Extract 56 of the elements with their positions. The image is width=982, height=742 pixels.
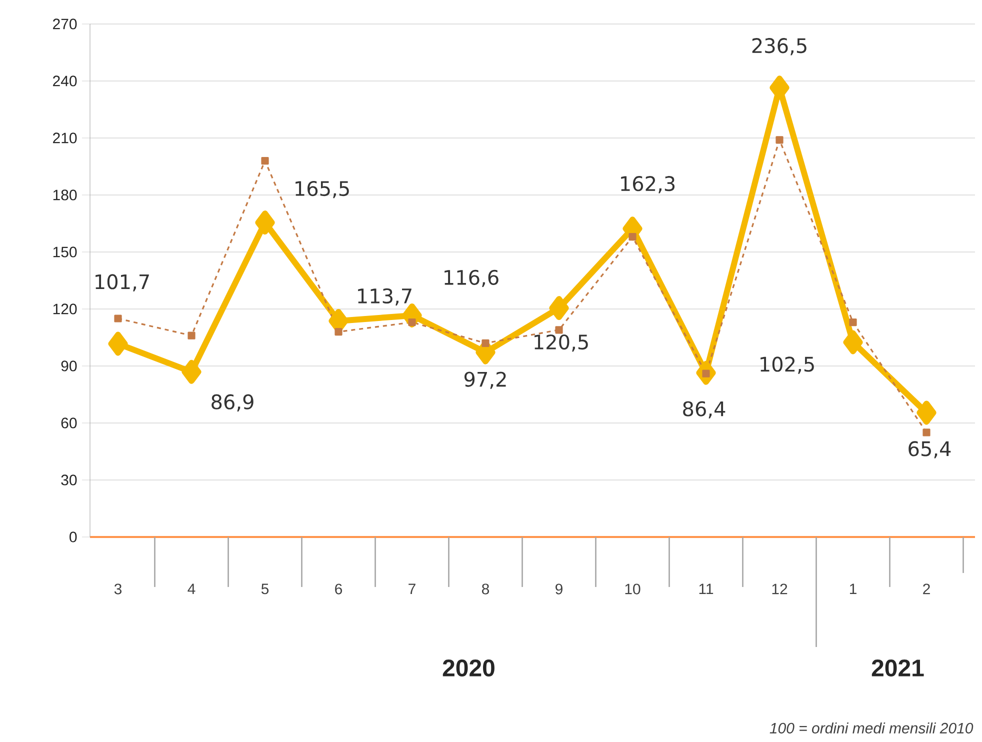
x-tick-label: 4 <box>188 584 196 594</box>
point <box>549 296 569 320</box>
data-label: 120,5 <box>534 334 588 352</box>
x-tick-label: 3 <box>114 584 122 594</box>
point <box>702 370 710 378</box>
y-tick-label: 240 <box>53 76 77 86</box>
y-tick-label: 270 <box>53 18 77 30</box>
point <box>261 156 269 165</box>
point <box>628 232 636 241</box>
point <box>108 332 128 356</box>
point <box>482 339 490 347</box>
x-tick-label: 12 <box>772 584 788 594</box>
point <box>188 332 196 340</box>
y-tick-label: 30 <box>61 474 77 486</box>
y-tick-label: 210 <box>53 132 77 144</box>
text: 100 = ordini medi mensili 2010 <box>770 722 974 734</box>
point <box>114 314 122 322</box>
y-tick-label: 0 <box>70 532 77 542</box>
point <box>408 318 416 326</box>
x-tick-label: 8 <box>482 584 490 594</box>
data-label: 97,2 <box>464 372 506 389</box>
data-label: 102,5 <box>760 356 814 374</box>
y-tick-label: 180 <box>53 190 77 200</box>
data-label: 113,7 <box>358 288 412 306</box>
x-tick-label: 1 <box>850 584 856 594</box>
x-tick-label: 2 <box>923 584 930 594</box>
x-tick-label: 5 <box>261 584 269 594</box>
text: 2020 <box>442 659 494 676</box>
data-label: 165,5 <box>296 180 349 198</box>
x-tick-label: 9 <box>556 584 562 594</box>
data-label: 162,3 <box>621 176 675 194</box>
point <box>849 318 857 326</box>
point <box>182 360 202 384</box>
data-label: 86,9 <box>212 394 254 412</box>
data-label: 116,6 <box>444 270 498 288</box>
y-tick-label: 120 <box>53 304 77 314</box>
point <box>770 76 790 100</box>
x-tick-label: 7 <box>408 584 416 594</box>
point <box>334 328 342 336</box>
y-tick-label: 60 <box>61 418 77 428</box>
point <box>776 136 784 144</box>
point <box>916 400 936 425</box>
x-tick-label: 11 <box>699 584 714 594</box>
y-tick-label: 90 <box>61 360 77 372</box>
data-label: 65,4 <box>908 441 951 458</box>
point <box>255 210 275 235</box>
x-tick-label: 10 <box>625 584 640 594</box>
point <box>922 428 930 436</box>
x-tick-label: 6 <box>335 584 342 594</box>
data-label: 101,7 <box>96 274 149 292</box>
y-tick-label: 150 <box>53 246 77 258</box>
point <box>555 326 563 334</box>
point <box>843 330 863 354</box>
data-label: 236,5 <box>752 38 806 56</box>
text: 2021 <box>872 659 924 676</box>
data-label: 86,4 <box>683 401 726 418</box>
